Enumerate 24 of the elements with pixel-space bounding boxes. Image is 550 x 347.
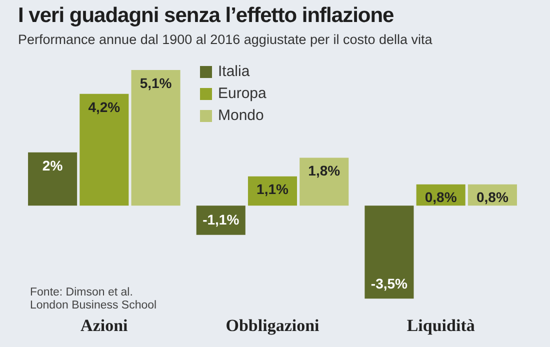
bar [364, 206, 414, 299]
legend-label: Italia [218, 63, 250, 80]
data-label: 4,2% [88, 98, 121, 115]
data-label: 1,8% [308, 162, 341, 179]
data-label: 0,8% [424, 189, 458, 206]
bar [300, 158, 349, 206]
data-label: -3,5% [370, 276, 408, 292]
data-label: 5,1% [140, 74, 172, 91]
legend-label: Mondo [218, 107, 264, 124]
data-label: 2% [42, 157, 64, 174]
data-label: 0,8% [476, 189, 509, 206]
bar [28, 152, 78, 206]
x-tick-label: Liquidità [406, 316, 476, 336]
data-label: -1,1% [202, 212, 240, 228]
legend-label: Europa [218, 85, 266, 102]
x-tick-label: Obbligazioni [226, 316, 320, 336]
x-tick-label: Azioni [80, 316, 128, 336]
chart-title: I veri guadagni senza l’effetto inflazione [18, 4, 394, 28]
annotation: Fonte: Dimson et al. London Business School [30, 286, 157, 312]
bar [131, 70, 180, 206]
data-label: 1,1% [256, 181, 289, 198]
bar [196, 206, 246, 235]
bar [80, 94, 129, 206]
chart-subtitle: Performance annue dal 1900 al 2016 aggiustate per il costo della vita [18, 32, 432, 47]
